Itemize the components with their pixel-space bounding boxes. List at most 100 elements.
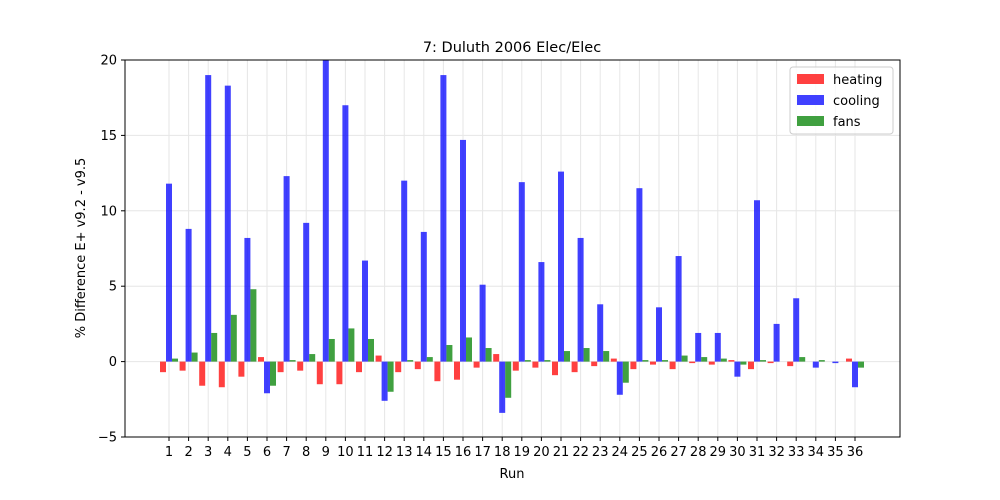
x-tick-label: 2 [184,445,192,460]
bar-cooling [577,237,584,362]
x-axis: 1 2 3 4 5 6 7 8 9 10 11 12 13 14 15 16 17 18 19 20 21 22 23 24 2… [165,437,863,460]
bars [160,60,864,413]
bar-cooling [283,176,290,362]
bar-fans [387,361,394,392]
bar-cooling [440,75,447,362]
bar-fans [270,361,276,386]
bar-fans [740,361,747,365]
bar-cooling [714,332,721,362]
bar-fans [368,338,374,362]
bar-cooling [695,332,702,362]
bar-fans [172,358,178,362]
bar-fans [505,361,512,398]
bar-cooling [185,228,192,362]
bar-cooling [381,361,388,401]
bar-heating [258,357,264,362]
x-tick-label: 4 [224,445,232,460]
bar-cooling [518,182,525,362]
x-tick-label: 15 [435,445,452,460]
bar-heating [846,358,852,362]
x-tick-label: 28 [690,445,707,460]
bar-heating [728,360,735,362]
bar-cooling [166,183,172,362]
x-tick-label: 33 [788,445,805,460]
x-tick-label: 31 [749,445,766,460]
x-tick-label: 21 [553,445,570,460]
bar-cooling [479,284,486,362]
x-tick-label: 27 [670,445,687,460]
bar-cooling [793,298,800,362]
y-tick-label: 5 [109,280,117,295]
bar-fans [799,357,806,362]
bar-heating [199,361,206,386]
x-tick-label: 26 [651,445,668,460]
bar-cooling [852,361,858,388]
x-tick-label: 36 [847,445,864,460]
bar-heating [297,361,304,371]
bar-cooling [812,361,819,368]
bar-cooling [362,260,368,362]
bar-heating [512,361,519,371]
x-tick-label: 12 [376,445,393,460]
bar-cooling [342,105,349,362]
bar-fans [211,332,218,362]
bar-heating [610,358,617,362]
bar-heating [708,361,715,365]
legend-label-fans: fans [833,115,861,130]
chart-title: 7: Duluth 2006 Elec/Elec [423,40,601,56]
x-tick-label: 19 [514,445,531,460]
legend-swatch-heating [797,74,824,84]
bar-heating [473,361,480,368]
bar-heating [414,361,421,370]
bar-fans [858,361,864,368]
bar-fans [720,358,727,362]
bar-cooling [264,361,270,394]
bar-cooling [616,361,623,395]
grid [125,59,900,438]
y-tick-label: 20 [100,54,117,69]
bar-cooling [734,361,741,377]
bar-fans [662,360,668,362]
y-tick-label: 15 [100,129,117,144]
x-tick-label: 29 [710,445,727,460]
x-tick-label: 34 [808,445,825,460]
bar-cooling [656,307,662,362]
bar-heating [591,361,598,367]
x-tick-label: 20 [533,445,550,460]
bar-fans [230,314,237,362]
x-tick-label: 10 [337,445,354,460]
x-tick-label: 18 [494,445,511,460]
bar-heating [375,355,382,362]
bar-cooling [499,361,506,413]
bar-cooling [754,200,760,362]
bar-cooling [558,171,564,362]
legend-swatch-cooling [797,95,824,105]
x-tick-label: 16 [455,445,472,460]
bar-cooling [244,237,251,362]
bar-cooling [773,323,780,362]
y-tick-label: 10 [100,204,117,219]
bar-fans [348,328,355,362]
bar-heating [669,361,676,370]
y-tick-label: −5 [98,431,117,446]
y-axis-label: % Difference E+ v9.2 - v9.5 [74,158,89,339]
bar-fans [485,348,492,362]
bar-fans [701,357,708,362]
bar-fans [407,360,414,362]
bar-heating [277,361,284,373]
bar-fans [446,345,453,362]
bar-heating [787,361,794,367]
x-tick-label: 11 [357,445,374,460]
x-axis-label: Run [500,467,525,482]
x-tick-label: 22 [572,445,589,460]
x-tick-label: 32 [768,445,785,460]
bar-cooling [303,222,310,362]
bar-fans [426,357,433,362]
x-tick-label: 6 [263,445,271,460]
bar-heating [571,361,578,373]
x-tick-label: 35 [827,445,844,460]
x-tick-label: 1 [165,445,173,460]
bar-cooling [636,188,643,362]
x-tick-label: 9 [322,445,330,460]
